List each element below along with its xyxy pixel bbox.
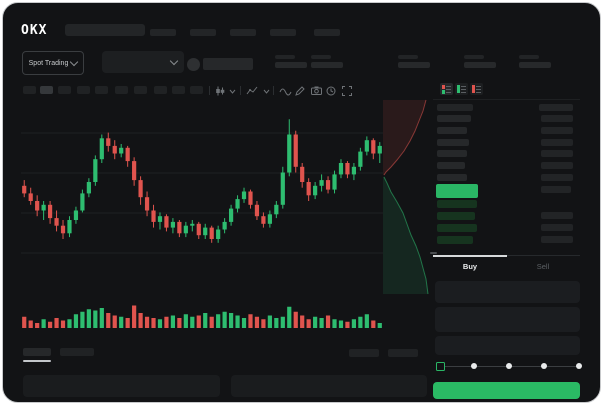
order-form-tabs: Buy Sell (433, 255, 580, 278)
stat-label-placeholder (398, 55, 418, 59)
coin-icon (187, 58, 200, 71)
book-header-placeholder (539, 104, 573, 111)
book-view-bids-icon[interactable] (455, 83, 468, 95)
interval-button[interactable] (40, 86, 53, 94)
bid-price-row[interactable] (437, 212, 475, 220)
nav-item-placeholder[interactable] (230, 29, 256, 36)
slider-stop-50[interactable] (506, 363, 512, 369)
stat-label-placeholder (311, 55, 331, 59)
indicator-icon[interactable] (246, 86, 258, 96)
divider (209, 86, 210, 95)
interval-button[interactable] (77, 86, 90, 94)
camera-icon[interactable] (311, 86, 322, 95)
candlestick-chart[interactable] (21, 106, 383, 298)
volume-chart (22, 305, 382, 328)
ask-price-row[interactable] (437, 127, 467, 134)
ask-price-row[interactable] (437, 139, 469, 146)
book-view-split-icon[interactable] (440, 83, 453, 95)
market-type-label: Spot Trading (28, 59, 69, 67)
divider (273, 86, 274, 95)
bid-price-row[interactable] (437, 236, 473, 244)
stat-label-placeholder (464, 55, 484, 59)
ask-amount-placeholder (541, 127, 573, 134)
draw-tool-icon[interactable] (295, 86, 305, 96)
interval-button[interactable] (58, 86, 71, 94)
last-price-highlight[interactable] (436, 184, 478, 198)
slider-stop-75[interactable] (541, 363, 547, 369)
slider-stop-25[interactable] (471, 363, 477, 369)
orders-action-placeholder[interactable] (388, 349, 418, 357)
divider (240, 86, 241, 95)
slider-stop-100[interactable] (576, 363, 582, 369)
interval-button[interactable] (115, 86, 128, 94)
orders-tab[interactable] (60, 348, 94, 356)
interval-button[interactable] (190, 86, 203, 94)
divider (433, 99, 580, 100)
buy-submit-button[interactable] (433, 382, 580, 399)
bid-amount-placeholder (541, 236, 573, 243)
slider-handle[interactable] (436, 362, 445, 371)
stat-value-placeholder (311, 62, 343, 68)
ask-price-row[interactable] (437, 162, 465, 169)
history-clock-icon[interactable] (326, 86, 336, 96)
nav-item-placeholder[interactable] (150, 29, 176, 36)
ask-amount-placeholder (541, 174, 573, 181)
depth-chart (383, 99, 429, 295)
ask-price-row[interactable] (437, 115, 471, 122)
stat-label-placeholder (519, 55, 539, 59)
orders-action-placeholder[interactable] (349, 349, 379, 357)
orders-tab-active[interactable] (23, 348, 51, 356)
book-header-placeholder (437, 104, 473, 111)
tab-sell[interactable]: Sell (536, 262, 550, 271)
interval-button[interactable] (134, 86, 147, 94)
interval-button[interactable] (154, 86, 167, 94)
stat-value-placeholder (519, 62, 551, 68)
orders-table-placeholder (23, 375, 220, 397)
ask-amount-placeholder (541, 115, 573, 122)
nav-item-placeholder[interactable] (314, 29, 340, 36)
nav-item-placeholder[interactable] (190, 29, 216, 36)
price-field[interactable] (435, 281, 580, 303)
bid-price-row[interactable] (437, 200, 477, 208)
orders-table-placeholder (231, 375, 427, 397)
stat-value-placeholder (398, 62, 430, 68)
price-axis-marker (430, 252, 437, 254)
book-view-asks-icon[interactable] (470, 83, 483, 95)
interval-button[interactable] (23, 86, 36, 94)
last-price-placeholder (203, 58, 253, 70)
ask-amount-placeholder (541, 139, 573, 146)
bid-amount-placeholder (541, 212, 573, 219)
ask-amount-placeholder (541, 150, 573, 157)
bid-price-row[interactable] (437, 224, 477, 232)
market-type-dropdown[interactable]: Spot Trading (22, 51, 84, 75)
amount-placeholder (541, 186, 571, 193)
ask-price-row[interactable] (437, 150, 467, 157)
ask-price-row[interactable] (437, 174, 467, 181)
chevron-down-icon (70, 57, 79, 67)
okx-logo: OKX (21, 23, 48, 38)
search-input[interactable] (65, 24, 145, 36)
candle-type-icon[interactable] (215, 86, 225, 96)
active-tab-underline (23, 360, 51, 362)
nav-item-placeholder[interactable] (270, 29, 296, 36)
stat-value-placeholder (464, 62, 496, 68)
interval-button[interactable] (172, 86, 185, 94)
total-field[interactable] (435, 336, 580, 355)
fullscreen-icon[interactable] (342, 86, 352, 96)
bid-amount-placeholder (541, 224, 573, 231)
chevron-down-icon[interactable] (263, 89, 270, 94)
tab-buy[interactable]: Buy (462, 262, 478, 271)
wave-tool-icon[interactable] (279, 88, 292, 96)
active-tab-indicator (433, 255, 507, 257)
amount-field[interactable] (435, 307, 580, 332)
pair-selector-dropdown[interactable] (102, 51, 184, 73)
chevron-down-icon[interactable] (229, 89, 236, 94)
stat-label-placeholder (275, 55, 295, 59)
ask-amount-placeholder (541, 162, 573, 169)
stat-value-placeholder (275, 62, 307, 68)
interval-button[interactable] (95, 86, 108, 94)
